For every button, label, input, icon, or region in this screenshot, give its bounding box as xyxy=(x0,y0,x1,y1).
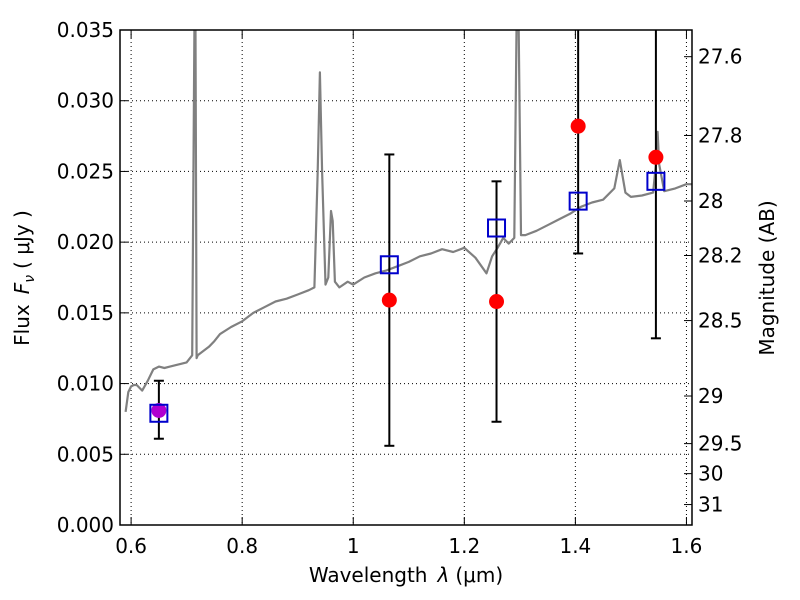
model-square xyxy=(568,191,588,211)
x-tick-label: 1.6 xyxy=(671,534,703,558)
model-square xyxy=(149,403,169,423)
plot-frame xyxy=(119,29,693,526)
right-axis-label: Magnitude (AB) xyxy=(755,200,779,355)
y-tick-label: 0.020 xyxy=(57,230,114,254)
y-axis-label-prefix: Flux xyxy=(10,304,34,346)
x-tick-label: 0.6 xyxy=(115,534,147,558)
x-tick-label: 1.4 xyxy=(559,534,591,558)
mag-tick-label: 29 xyxy=(698,384,723,408)
grid-lines xyxy=(120,29,692,526)
x-tick-label: 0.8 xyxy=(226,534,258,558)
x-axis-label-unit: (μm) xyxy=(455,563,503,587)
mag-tick-label: 30 xyxy=(698,462,723,486)
y-tick-label: 0.010 xyxy=(57,372,114,396)
x-tick-label: 1 xyxy=(347,534,360,558)
x-axis-label: Wavelength λ (μm) xyxy=(309,563,503,587)
y-axis-label: Flux Fν ( μJy ) xyxy=(10,210,38,346)
model-square xyxy=(487,218,507,238)
observed-point xyxy=(570,118,586,134)
mag-tick-label: 27.6 xyxy=(698,45,743,69)
observed-point xyxy=(151,402,167,418)
model-square xyxy=(646,171,666,191)
y-tick-label: 0.035 xyxy=(57,18,114,42)
mag-tick-label: 29.5 xyxy=(698,432,743,456)
y-tick-label: 0.030 xyxy=(57,89,114,113)
y-axis-label-unit: ( μJy ) xyxy=(10,210,34,269)
model-square xyxy=(379,255,399,275)
x-axis-label-prefix: Wavelength xyxy=(309,563,428,587)
x-tick-label: 1.2 xyxy=(448,534,480,558)
y-tick-label: 0.005 xyxy=(57,442,114,466)
observed-point xyxy=(489,294,505,310)
mag-tick-label: 28 xyxy=(698,189,723,213)
y-tick-label: 0.000 xyxy=(57,513,114,537)
spectrum-line xyxy=(124,30,692,413)
observed-point xyxy=(648,149,664,165)
y-axis-label-subscript: ν xyxy=(22,275,38,283)
mag-tick-label: 28.5 xyxy=(698,309,743,333)
observed-points-layer xyxy=(151,118,664,418)
observed-point xyxy=(381,292,397,308)
y-tick-label: 0.015 xyxy=(57,301,114,325)
mag-tick-label: 31 xyxy=(698,493,723,517)
model-squares-layer xyxy=(149,171,666,423)
axis-ticks xyxy=(120,29,692,526)
mag-tick-label: 27.8 xyxy=(698,123,743,147)
tick-labels: 0.6 0.8 1 1.2 1.4 1.6 0.000 0.005 0.010 0.015 0.02… xyxy=(57,18,743,558)
y-axis-label-symbol: F xyxy=(10,282,34,294)
y-tick-label: 0.025 xyxy=(57,159,114,183)
spectrum-layer xyxy=(124,30,692,413)
mag-tick-label: 28.2 xyxy=(698,244,743,268)
x-axis-label-symbol: λ xyxy=(437,563,450,587)
